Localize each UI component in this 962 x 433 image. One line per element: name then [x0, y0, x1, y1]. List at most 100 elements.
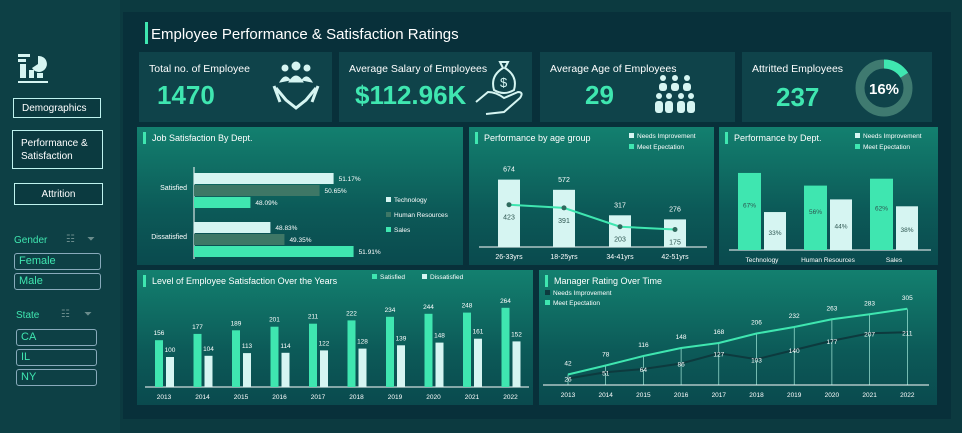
state-option-il[interactable]: IL	[16, 349, 97, 366]
data-label: 206	[751, 320, 762, 327]
category-label: 26-33yrs	[495, 254, 523, 261]
legend-label: Dissatisfied	[430, 274, 464, 281]
data-label: 48.83%	[275, 225, 297, 232]
category-label: 2015	[234, 394, 249, 401]
performance-dept-chart: 67% 33% Technology 56% 44% Human Resources 62%…	[729, 133, 931, 264]
category-label: Human Resources	[801, 257, 856, 264]
state-option-ny[interactable]: NY	[16, 369, 97, 386]
line-point	[672, 227, 678, 232]
data-label: 391	[558, 218, 570, 225]
data-label: 168	[713, 329, 724, 336]
legend-label: Meet Epectation	[637, 144, 684, 151]
legend-swatch	[386, 212, 391, 217]
bar	[194, 173, 334, 184]
bar	[870, 178, 893, 250]
data-label: 156	[154, 330, 165, 337]
category-label: 2014	[598, 392, 613, 399]
data-label: 128	[357, 339, 368, 346]
bar	[830, 199, 852, 250]
bar	[243, 353, 251, 387]
data-label: 152	[511, 331, 522, 338]
legend-label: Satisfied	[380, 274, 405, 281]
bar	[474, 338, 482, 387]
data-label: 189	[231, 320, 242, 327]
data-label: 248	[462, 303, 473, 310]
bar	[270, 326, 279, 387]
satisfaction-years-panel: Level of Employee Satisfaction Over the …	[137, 270, 533, 405]
data-label: 51.17%	[339, 176, 361, 183]
page-title: Employee Performance & Satisfaction Rati…	[151, 26, 459, 43]
clear-filter-icon[interactable]: ⏷	[84, 309, 92, 320]
data-label: 423	[503, 215, 515, 222]
line-point	[561, 205, 567, 211]
bar	[397, 345, 405, 387]
data-label: 48.09%	[255, 200, 277, 207]
bar	[609, 215, 631, 247]
nav-attrition[interactable]: Attrition	[14, 183, 103, 205]
bar	[738, 172, 761, 250]
data-label: 175	[669, 240, 681, 247]
gender-slicer-title: Gender	[14, 235, 48, 246]
legend-swatch	[545, 300, 550, 305]
money-bag-hand-icon: $	[475, 61, 523, 115]
data-label: 139	[396, 335, 407, 342]
legend-label: Needs Improvement	[863, 133, 922, 140]
data-label: 114	[280, 343, 291, 350]
category-label: 2016	[272, 394, 287, 401]
category-label: 42-51yrs	[661, 254, 689, 261]
category-label: 2020	[825, 392, 840, 399]
multi-select-icon[interactable]: ☷	[61, 309, 70, 320]
multi-select-icon[interactable]: ☷	[66, 234, 75, 245]
svg-text:$: $	[500, 75, 508, 90]
bar	[463, 312, 471, 387]
bar	[358, 348, 367, 387]
data-label: 201	[269, 317, 280, 324]
category-label: 2013	[157, 394, 172, 401]
clear-filter-icon[interactable]: ⏷	[87, 234, 95, 245]
data-label: 56%	[809, 209, 822, 216]
gender-option-female[interactable]: Female	[14, 253, 101, 270]
kpi-value: 29	[585, 80, 614, 110]
data-label: 44%	[834, 224, 847, 231]
chart-title: Manager Rating Over Time	[545, 275, 662, 287]
bar	[347, 320, 356, 387]
category-label: 2022	[503, 394, 518, 401]
data-label: 263	[826, 305, 837, 312]
handshake-people-icon	[272, 61, 320, 110]
category-label: 2021	[862, 392, 877, 399]
gender-option-male[interactable]: Male	[14, 273, 101, 290]
legend-swatch	[422, 274, 427, 279]
data-label: 232	[789, 313, 800, 320]
people-group-icon	[655, 75, 695, 113]
bar	[764, 212, 786, 250]
bar	[804, 185, 827, 250]
kpi-value: 237	[776, 82, 820, 112]
category-label: 2019	[388, 394, 403, 401]
category-label: Satisfied	[160, 185, 187, 192]
bar	[553, 189, 575, 247]
donut-label: 16%	[869, 81, 899, 98]
data-label: 104	[203, 346, 214, 353]
kpi-average-age: Average Age of Employees 29	[540, 52, 735, 122]
legend-swatch	[629, 144, 634, 149]
category-label: 2019	[787, 392, 802, 399]
legend-label: Technology	[394, 197, 428, 204]
data-label: 116	[638, 342, 649, 349]
bar	[424, 313, 433, 387]
category-label: 2018	[749, 392, 764, 399]
category-label: 2015	[636, 392, 651, 399]
legend-label: Sales	[394, 227, 411, 234]
state-option-ca[interactable]: CA	[16, 329, 97, 346]
kpi-label: Average Salary of Employees	[349, 63, 488, 75]
data-label: 42	[564, 361, 572, 368]
nav-performance-satisfaction[interactable]: Performance & Satisfaction	[12, 130, 103, 169]
satisfaction-years-chart: 156 100 2013 177 104 2014 189 113 2015 201 114 2016…	[145, 274, 529, 401]
legend-label: Human Resources	[394, 212, 449, 219]
data-label: 127	[713, 351, 724, 358]
data-label: 674	[503, 167, 515, 174]
nav-demographics[interactable]: Demographics	[13, 98, 101, 118]
job-satisfaction-panel: Job Satisfaction By Dept. Satisfied 51.17…	[137, 127, 463, 265]
legend-swatch	[855, 144, 860, 149]
line-point	[506, 202, 512, 208]
kpi-attritted-employees: Attritted Employees 237 16%	[742, 52, 932, 122]
